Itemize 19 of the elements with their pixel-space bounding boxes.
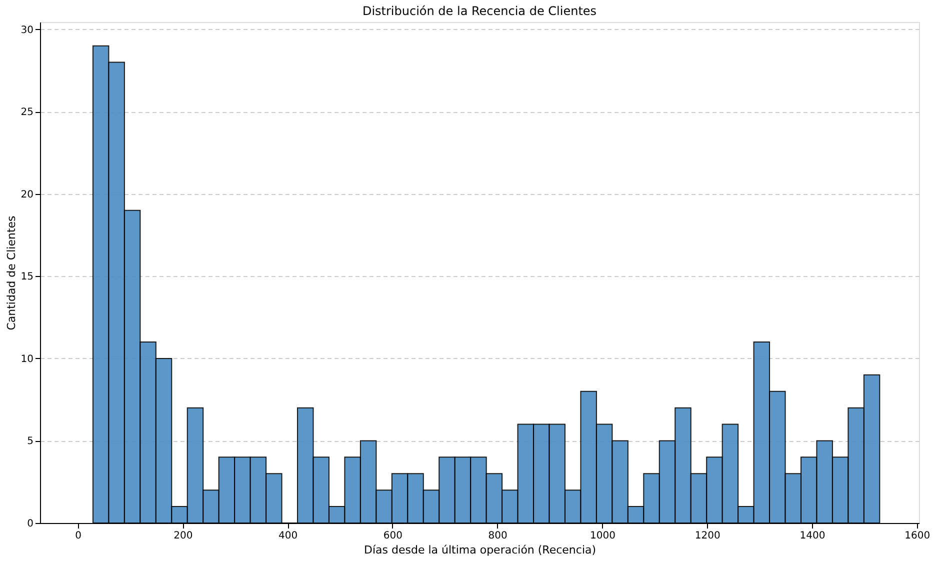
y-axis-title: Cantidad de Clientes: [4, 215, 18, 330]
y-tick-label: 25: [20, 107, 34, 118]
x-tick-label: 1600: [904, 530, 930, 542]
x-tick-label: 0: [75, 530, 82, 542]
y-tick-label: 10: [20, 354, 34, 365]
y-tick-label: 20: [20, 189, 34, 200]
x-tick-label: 1200: [694, 530, 720, 542]
y-tick-label: 15: [20, 272, 34, 283]
x-tick-label: 400: [278, 530, 298, 542]
x-tick-label: 1400: [800, 530, 826, 542]
y-tick-label: 0: [27, 518, 34, 530]
x-tick-label: 600: [383, 530, 402, 542]
x-tick-label: 800: [488, 530, 508, 542]
x-axis-title: Días desde la última operación (Recencia): [364, 544, 596, 556]
x-tick-label: 1000: [590, 530, 616, 542]
y-tick-label: 30: [20, 24, 34, 36]
chart-title: Distribución de la Recencia de Clientes: [362, 4, 597, 18]
y-tick-label: 5: [27, 436, 34, 448]
x-tick-label: 200: [174, 530, 193, 542]
